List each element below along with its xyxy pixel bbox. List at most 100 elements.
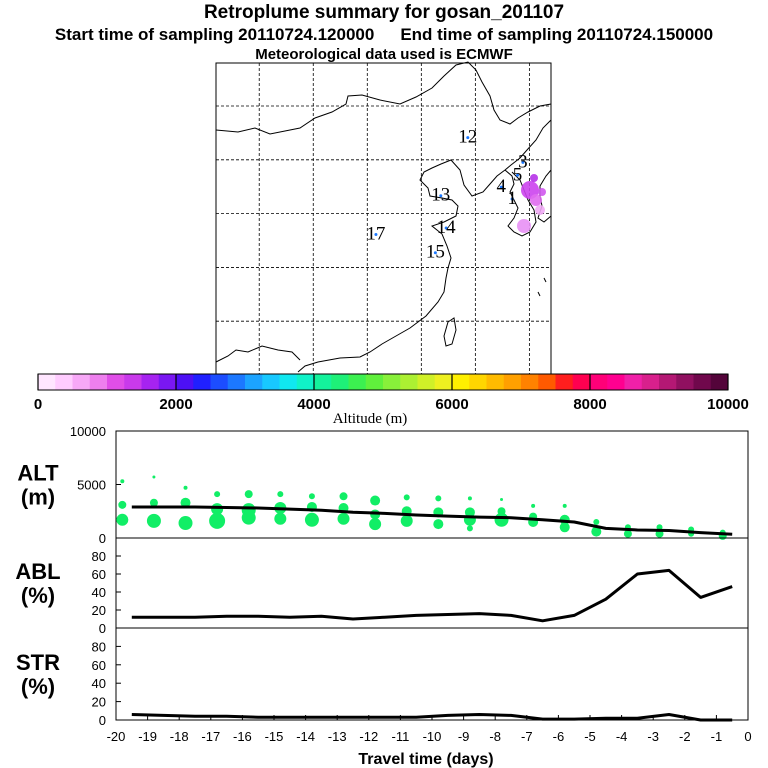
x-tick-label: -18 [170, 729, 189, 744]
y-tick-label: 10000 [70, 424, 106, 439]
x-axis-label: Travel time (days) [358, 751, 493, 768]
trajectory-marker [521, 160, 525, 164]
altitude-scatter-point [118, 500, 127, 509]
altitude-scatter-point [178, 516, 193, 531]
colorbar-swatch [607, 374, 625, 390]
colorbar-swatch [693, 374, 712, 390]
x-tick-label: -1 [711, 729, 723, 744]
altitude-scatter-point [241, 510, 256, 525]
colorbar-tick-label: 4000 [297, 396, 330, 413]
altitude-scatter-point [244, 490, 253, 499]
altitude-scatter-point [337, 512, 350, 525]
colorbar-tick-label: 2000 [159, 396, 192, 413]
y-tick-label: 0 [99, 713, 106, 728]
altitude-scatter-point [591, 526, 602, 537]
map-frame [215, 62, 552, 376]
colorbar-swatch [141, 374, 160, 390]
trajectory-label: 17 [366, 223, 385, 244]
plume-shading [530, 174, 538, 182]
altitude-scatter-point [274, 512, 287, 525]
colorbar-swatch [227, 374, 246, 390]
panel-alt: 10000 5000 0 ALT (m) [17, 424, 749, 546]
trajectory-label: 5 [513, 164, 523, 185]
altitude-scatter-point [435, 495, 442, 502]
altitude-scatter-point [656, 524, 663, 531]
colorbar-swatch [710, 374, 729, 390]
altitude-scatter-point [400, 514, 413, 527]
x-tick-label: -17 [201, 729, 220, 744]
colorbar-swatch [176, 374, 194, 390]
colorbar-swatch [262, 374, 280, 390]
ryukyu-islands [537, 277, 547, 297]
colorbar-swatch [538, 374, 556, 390]
y-tick-label: 80 [92, 639, 106, 654]
trajectory-marker [374, 232, 378, 236]
colorbar-swatch [158, 374, 177, 390]
y-tick-label: 0 [99, 531, 106, 546]
colorbar-tick-label: 8000 [573, 396, 606, 413]
altitude-scatter-point [308, 493, 315, 500]
colorbar-swatch [72, 374, 91, 390]
colorbar-swatch [296, 374, 315, 390]
colorbar-swatch [641, 374, 660, 390]
start-time-label: Start time of sampling 20110724.120000 [54, 25, 375, 44]
altitude-scatter-point [146, 513, 161, 528]
y-tick-label: 60 [92, 567, 106, 582]
y-tick-label: 80 [92, 549, 106, 564]
colorbar-swatch [676, 374, 694, 390]
x-tick-label: -4 [616, 729, 628, 744]
altitude-scatter-point [120, 479, 125, 484]
y-axis-label-unit: (%) [21, 583, 55, 608]
colorbar-swatch [124, 374, 142, 390]
taiwan-coast [443, 317, 457, 347]
colorbar-swatch [193, 374, 211, 390]
x-tick-label: -7 [521, 729, 533, 744]
colorbar-swatch [107, 374, 125, 390]
altitude-scatter-point [149, 498, 158, 507]
colorbar-tick-label: 0 [34, 396, 42, 413]
colorbar-swatch [245, 374, 263, 390]
colorbar-swatch [590, 374, 608, 390]
altitude-scatter-point [152, 475, 156, 479]
altitude-scatter-point [369, 518, 382, 531]
coastline [297, 119, 552, 373]
y-axis-label-line: ALT [17, 461, 59, 486]
altitude-scatter-point [433, 519, 444, 530]
trajectory-label: 12 [458, 127, 477, 148]
sampling-time-line: Start time of sampling 20110724.120000 En… [0, 25, 768, 45]
trajectory-marker [439, 194, 443, 198]
colorbar-swatch [486, 374, 505, 390]
colorbar-swatch [331, 374, 349, 390]
x-tick-label: -14 [296, 729, 315, 744]
panel-str: 80 60 40 20 0 STR (%) [16, 627, 749, 728]
trajectory-label: 14 [437, 217, 457, 238]
trajectory-label: 1 [507, 188, 517, 209]
x-tick-label: -20 [107, 729, 126, 744]
colorbar-swatch [279, 374, 298, 390]
colorbar-swatch [89, 374, 108, 390]
y-axis-label-line: STR [16, 650, 60, 675]
colorbar-swatch [210, 374, 229, 390]
x-tick-label: -19 [138, 729, 157, 744]
x-tick-label: -11 [391, 729, 409, 744]
colorbar: 0 2000 4000 6000 8000 10000 Altitude (m) [34, 373, 749, 427]
x-tick-label: -2 [679, 729, 691, 744]
altitude-scatter-point [623, 529, 632, 538]
trajectory-marker [466, 136, 470, 140]
x-tick-label: -10 [423, 729, 442, 744]
trajectory-label: 15 [426, 242, 445, 263]
colorbar-swatch [417, 374, 436, 390]
colorbar-swatch [452, 374, 470, 390]
x-tick-label: -3 [647, 729, 659, 744]
altitude-scatter-point [559, 522, 570, 533]
y-tick-label: 40 [92, 676, 106, 691]
altitude-scatter-point [466, 525, 473, 532]
altitude-scatter-point [339, 492, 348, 501]
colorbar-swatch [314, 374, 332, 390]
altitude-scatter-point [494, 512, 509, 527]
altitude-scatter-point [116, 513, 129, 526]
colorbar-swatch [572, 374, 591, 390]
colorbar-swatch [383, 374, 401, 390]
